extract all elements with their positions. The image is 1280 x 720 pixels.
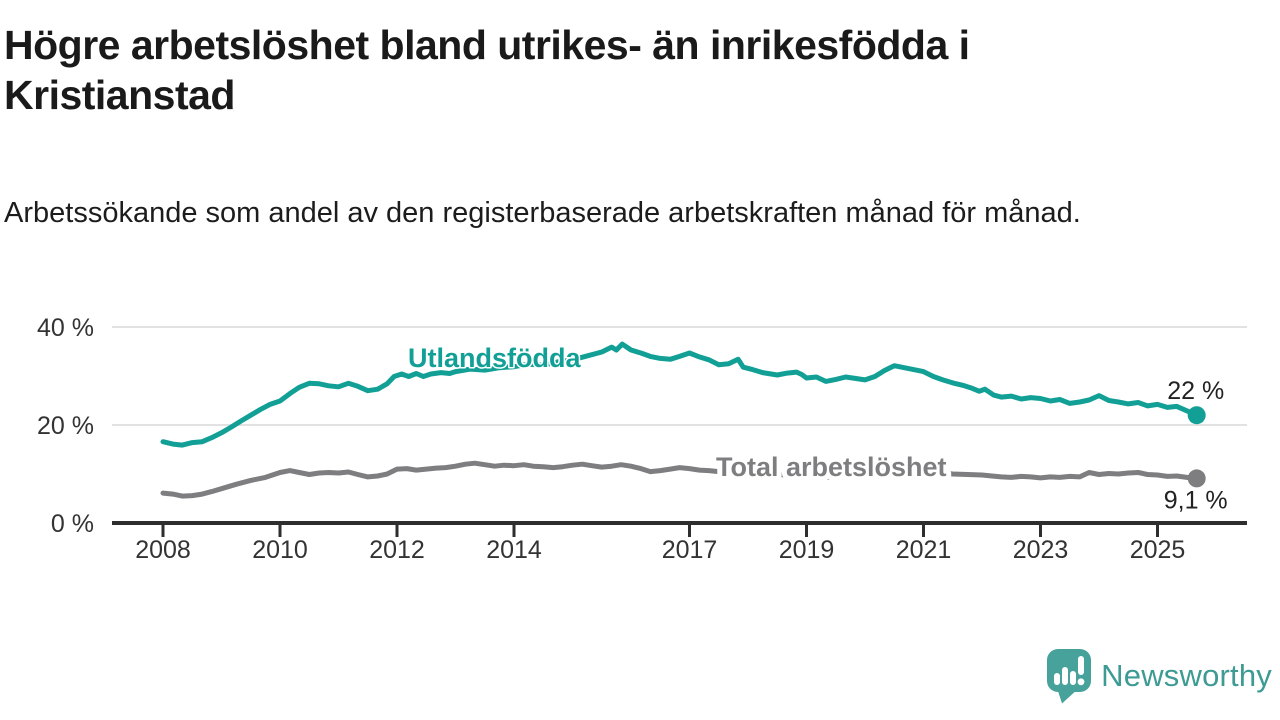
series-line-utlandsfodda [160,341,1200,448]
chart-title: Högre arbetslöshet bland utrikes- än inr… [4,22,970,119]
y-tick-label: 40 % [37,314,94,342]
x-tick-label: 2008 [135,536,191,564]
end-dot-total [1187,469,1206,488]
logo-bubble-tail [1057,688,1080,704]
series-label-total: Total arbetslöshet [716,452,947,482]
logo-bar-1 [1054,673,1061,685]
logo-bar-3 [1070,671,1077,685]
logo-bar-2 [1062,667,1069,685]
logo-bubble [1047,649,1092,692]
newsworthy-logo-text: Newsworthy [1101,658,1272,693]
series-line-total [160,460,1200,499]
x-tick-label: 2017 [662,536,718,564]
x-tick-label: 2012 [369,536,425,564]
x-tick-label: 2023 [1013,536,1069,564]
newsworthy-logo-icon [1047,649,1092,704]
x-tick-label: 2019 [779,536,835,564]
series-label-utlandsfodda: Utlandsfödda [408,343,581,373]
logo-exclamation-bar [1078,656,1085,675]
end-dot-utlandsfodda [1187,406,1206,425]
y-tick-label: 20 % [37,412,94,440]
x-tick-label: 2014 [486,536,542,564]
y-tick-label: 0 % [51,510,94,538]
end-value-label-utlandsfodda: 22 % [1167,377,1224,405]
unemployment-line-chart: 0 % 20 % 40 % 2008 2010 2012 2014 2017 2019 2021 2… [37,314,1247,564]
newsworthy-brand: Newsworthy [1046,648,1272,704]
end-value-label-total: 9,1 % [1164,486,1228,514]
chart-subtitle: Arbetssökande som andel av den registerb… [4,197,1081,229]
x-tick-label: 2021 [896,536,952,564]
x-tick-label: 2025 [1130,536,1186,564]
x-tick-label: 2010 [252,536,308,564]
logo-exclamation-dot [1077,678,1085,686]
